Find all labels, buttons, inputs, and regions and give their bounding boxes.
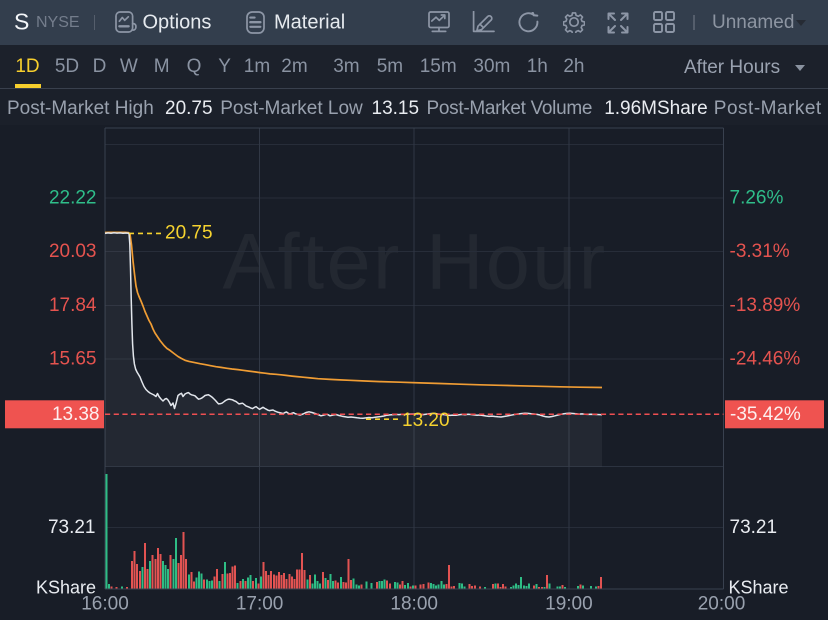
svg-text:KShare: KShare [729, 578, 789, 598]
svg-text:20:00: 20:00 [698, 594, 746, 615]
svg-text:20.75: 20.75 [165, 223, 213, 244]
svg-text:-35.42%: -35.42% [730, 404, 801, 425]
svg-text:17.84: 17.84 [49, 295, 97, 316]
svg-text:19:00: 19:00 [545, 594, 593, 615]
svg-text:7.26%: 7.26% [730, 188, 784, 209]
svg-text:KShare: KShare [36, 578, 96, 598]
svg-text:15.65: 15.65 [49, 349, 97, 370]
svg-text:-13.89%: -13.89% [730, 295, 801, 316]
svg-text:20.03: 20.03 [49, 241, 97, 262]
svg-text:13.20: 13.20 [402, 410, 450, 431]
svg-text:73.21: 73.21 [48, 517, 96, 538]
svg-text:-24.46%: -24.46% [730, 349, 801, 370]
svg-text:22.22: 22.22 [49, 188, 97, 209]
svg-text:17:00: 17:00 [236, 594, 284, 615]
svg-text:18:00: 18:00 [390, 594, 438, 615]
svg-text:16:00: 16:00 [81, 594, 129, 615]
svg-text:73.21: 73.21 [730, 517, 778, 538]
svg-text:After Hour: After Hour [222, 217, 607, 306]
svg-text:-3.31%: -3.31% [730, 241, 790, 262]
svg-text:13.38: 13.38 [52, 404, 100, 425]
